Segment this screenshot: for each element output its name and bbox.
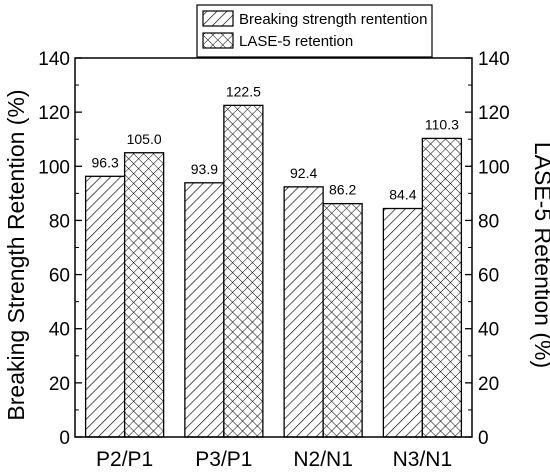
- y-tick-label: 140: [38, 49, 70, 70]
- y-tick-label: 20: [49, 374, 70, 395]
- data-label: 84.4: [389, 187, 416, 203]
- data-label: 122.5: [226, 83, 261, 99]
- x-tick-label: N3/N1: [393, 448, 453, 471]
- y2-tick-label: 80: [478, 211, 499, 232]
- y-tick-label: 100: [38, 157, 70, 178]
- data-label: 110.3: [425, 116, 459, 132]
- legend-swatch-lase5: [202, 32, 234, 49]
- bar-breaking-strength-0: [84, 175, 126, 438]
- bar-breaking-strength-2: [283, 186, 324, 438]
- y-tick-label: 60: [49, 266, 70, 287]
- y2-axis-title: LASE-5 Retention (%): [530, 142, 550, 368]
- legend-swatch-breaking-strength: [202, 10, 234, 27]
- y2-tick-label: 100: [478, 157, 510, 178]
- data-labels-layer: 96.3 105.0 93.9 122.5 92.4 86.2 84.4 110.3: [92, 83, 460, 202]
- y-tick-label: 0: [59, 428, 70, 449]
- y-axis-title: Breaking Strength Retention (%): [3, 89, 29, 420]
- y2-tick-label: 40: [478, 320, 499, 341]
- data-label: 86.2: [329, 182, 356, 198]
- bars-layer: [84, 104, 463, 438]
- y2-tick-label: 120: [478, 103, 510, 124]
- axes-layer: 0 0 20 20 40 40 60 60 80 80 100 100 120 120 140 140 P2/P…: [38, 49, 509, 471]
- y2-tick-label: 140: [478, 49, 510, 70]
- bar-lase5-1: [223, 104, 264, 438]
- legend-box: [196, 4, 433, 58]
- y-tick-label: 80: [49, 211, 70, 232]
- y2-tick-label: 0: [478, 428, 489, 449]
- legend: Breaking strength rentention LASE-5 reten…: [196, 4, 433, 58]
- data-label: 93.9: [191, 161, 218, 177]
- bar-breaking-strength-3: [382, 207, 424, 438]
- x-tick-label: N2/N1: [293, 448, 353, 471]
- data-label: 105.0: [127, 131, 162, 147]
- bar-breaking-strength-1: [184, 182, 225, 438]
- x-tick-label: P2/P1: [96, 448, 153, 471]
- bar-lase5-2: [322, 202, 363, 438]
- data-label: 96.3: [92, 154, 119, 170]
- legend-label: LASE-5 retention: [239, 33, 353, 50]
- y-tick-label: 40: [49, 320, 70, 341]
- data-label: 92.4: [290, 165, 317, 181]
- bar-lase5-3: [421, 137, 463, 438]
- bar-lase5-0: [123, 152, 165, 438]
- legend-label: Breaking strength rentention: [239, 11, 427, 28]
- y2-tick-label: 60: [478, 266, 499, 287]
- x-tick-label: P3/P1: [195, 448, 252, 471]
- y2-tick-label: 20: [478, 374, 499, 395]
- y-tick-label: 120: [38, 103, 70, 124]
